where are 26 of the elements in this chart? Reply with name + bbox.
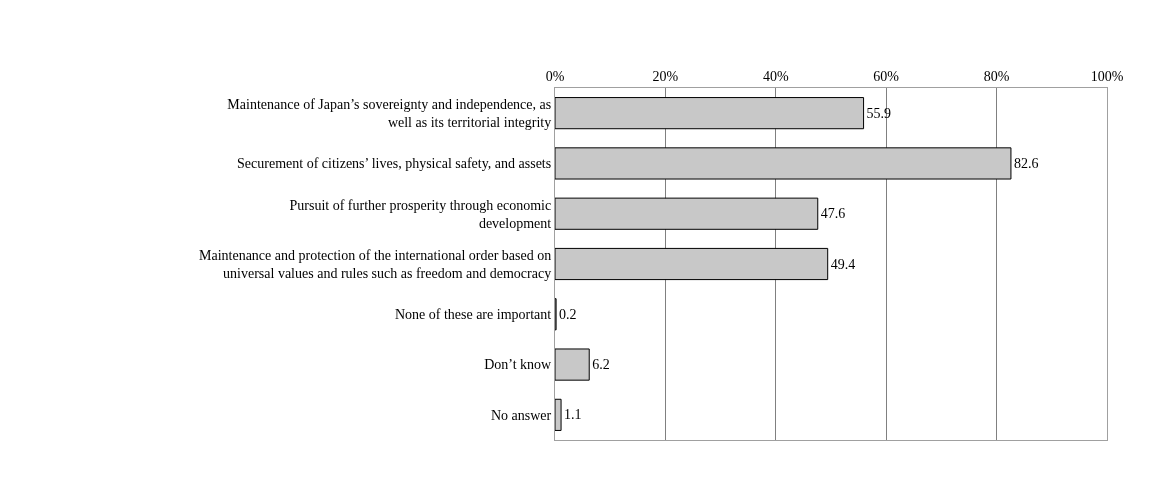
bar <box>555 348 590 381</box>
x-tick-label: 80% <box>983 69 1010 85</box>
bar <box>555 147 1012 180</box>
y-tick-label: Don’t know <box>484 357 553 373</box>
data-label: 1.1 <box>564 407 582 423</box>
bar <box>555 247 829 281</box>
data-label: 47.6 <box>820 206 846 222</box>
bar <box>555 398 562 431</box>
y-tick-label: Pursuit of further prosperity through economic development <box>289 197 552 231</box>
data-label: 0.2 <box>559 306 577 322</box>
x-tick-label: 40% <box>762 69 789 85</box>
y-tick-label: None of these are important <box>394 307 552 323</box>
y-tick-label: Maintenance and protection of the international order based on universal values and rules such as freedom and democracy <box>199 247 552 281</box>
x-tick-label: 0% <box>545 69 565 85</box>
data-label: 55.9 <box>866 105 892 121</box>
y-tick-label: No answer <box>490 407 552 423</box>
bar <box>555 97 865 130</box>
data-label: 82.6 <box>1013 155 1039 171</box>
data-label: 49.4 <box>830 256 856 272</box>
data-label: 6.2 <box>592 357 610 373</box>
y-tick-label: Maintenance of Japan’s sovereignty and independence, as well as its territorial integrity <box>227 96 552 131</box>
y-tick-label: Securement of citizens’ lives, physical safety, and assets <box>237 156 552 172</box>
x-tick-label: 60% <box>873 69 900 85</box>
x-tick-label: 100% <box>1090 69 1124 85</box>
bar <box>555 197 819 230</box>
x-tick-label: 20% <box>652 69 679 85</box>
